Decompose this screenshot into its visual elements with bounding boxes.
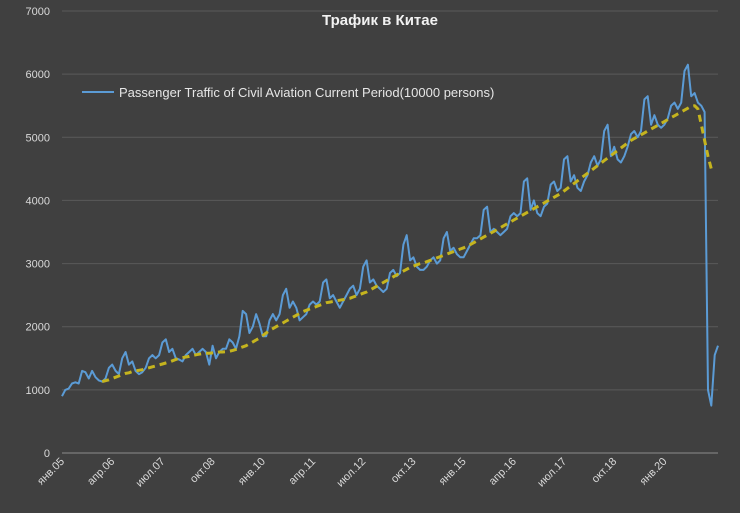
y-tick-label: 7000 <box>26 6 50 18</box>
y-tick-label: 1000 <box>26 385 50 397</box>
legend: Passenger Traffic of Civil Aviation Curr… <box>82 85 494 100</box>
y-tick-label: 4000 <box>26 195 50 207</box>
y-tick-label: 3000 <box>26 259 50 271</box>
gridlines <box>62 10 718 391</box>
series-line-passenger-traffic <box>61 63 719 407</box>
legend-label: Passenger Traffic of Civil Aviation Curr… <box>119 85 494 100</box>
y-tick-label: 5000 <box>26 132 50 144</box>
y-axis-ticks: 0 1000 2000 3000 4000 5000 6000 7000 <box>26 6 50 460</box>
y-tick-label: 6000 <box>26 69 50 81</box>
y-tick-label: 2000 <box>26 322 50 334</box>
series-layer <box>61 63 719 407</box>
y-tick-label: 0 <box>44 448 50 460</box>
series-line-trend <box>101 104 713 384</box>
chart-title: Трафик в Китае <box>322 12 438 29</box>
